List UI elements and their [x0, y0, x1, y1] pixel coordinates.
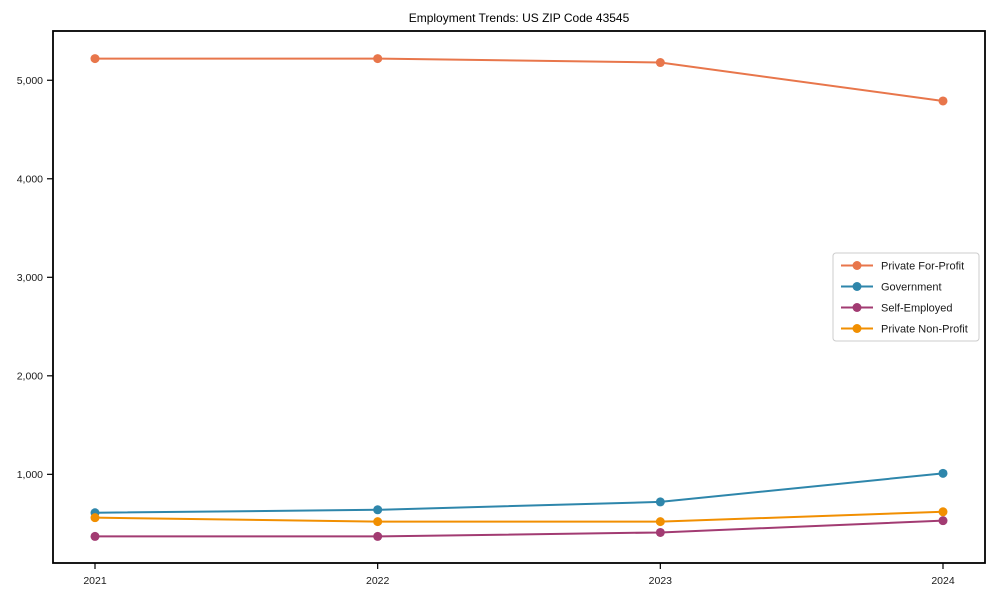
data-point: [655, 497, 665, 507]
legend-item: Government: [841, 282, 942, 294]
y-tick-label: 4,000: [17, 173, 43, 185]
y-tick-label: 3,000: [17, 272, 43, 284]
data-point: [90, 531, 100, 541]
chart-title: Employment Trends: US ZIP Code 43545: [409, 11, 630, 25]
x-tick-label: 2024: [931, 575, 955, 587]
data-point: [373, 54, 383, 64]
legend-label: Private Non-Profit: [881, 324, 968, 336]
series-self-employed: [90, 516, 948, 541]
data-point: [938, 468, 948, 478]
x-tick-label: 2023: [649, 575, 673, 587]
series-line: [94, 472, 944, 514]
legend-item: Private Non-Profit: [841, 324, 968, 336]
series-layer: [90, 54, 948, 541]
data-point: [938, 516, 948, 526]
legend-item: Private For-Profit: [841, 261, 964, 273]
data-point: [655, 517, 665, 527]
axes: 1,000 2,000 3,000 4,000 5,000 2021 2022 2023 202…: [17, 30, 986, 587]
legend-marker: [852, 324, 862, 333]
legend-label: Government: [881, 282, 942, 294]
legend-box: [832, 252, 980, 342]
data-point: [373, 505, 383, 515]
x-tick-label: 2022: [366, 575, 390, 587]
data-point: [655, 58, 665, 68]
legend-marker: [852, 303, 862, 312]
y-tick-label: 1,000: [17, 469, 43, 481]
legend-label: Private For-Profit: [881, 261, 964, 273]
data-point: [90, 54, 100, 64]
x-tick-label: 2021: [83, 575, 107, 587]
legend: Private For-Profit Government Self-Employe…: [832, 252, 980, 342]
y-tick-label: 2,000: [17, 370, 43, 382]
series-line: [94, 510, 944, 523]
data-point: [373, 531, 383, 541]
data-point: [655, 527, 665, 537]
legend-marker: [852, 282, 862, 291]
legend-marker: [852, 261, 862, 270]
series-line: [95, 519, 944, 538]
data-point: [938, 507, 948, 517]
y-tick-label: 5,000: [17, 75, 43, 87]
series-private-for-profit: [90, 54, 948, 106]
legend-label: Self-Employed: [881, 303, 953, 315]
legend-item: Self-Employed: [841, 303, 953, 315]
series-government: [90, 468, 948, 518]
data-point: [938, 96, 948, 106]
series-private-non-profit: [90, 507, 948, 527]
data-point: [90, 513, 100, 523]
plot-frame: [52, 30, 986, 564]
data-point: [373, 517, 383, 527]
series-line: [95, 57, 944, 102]
